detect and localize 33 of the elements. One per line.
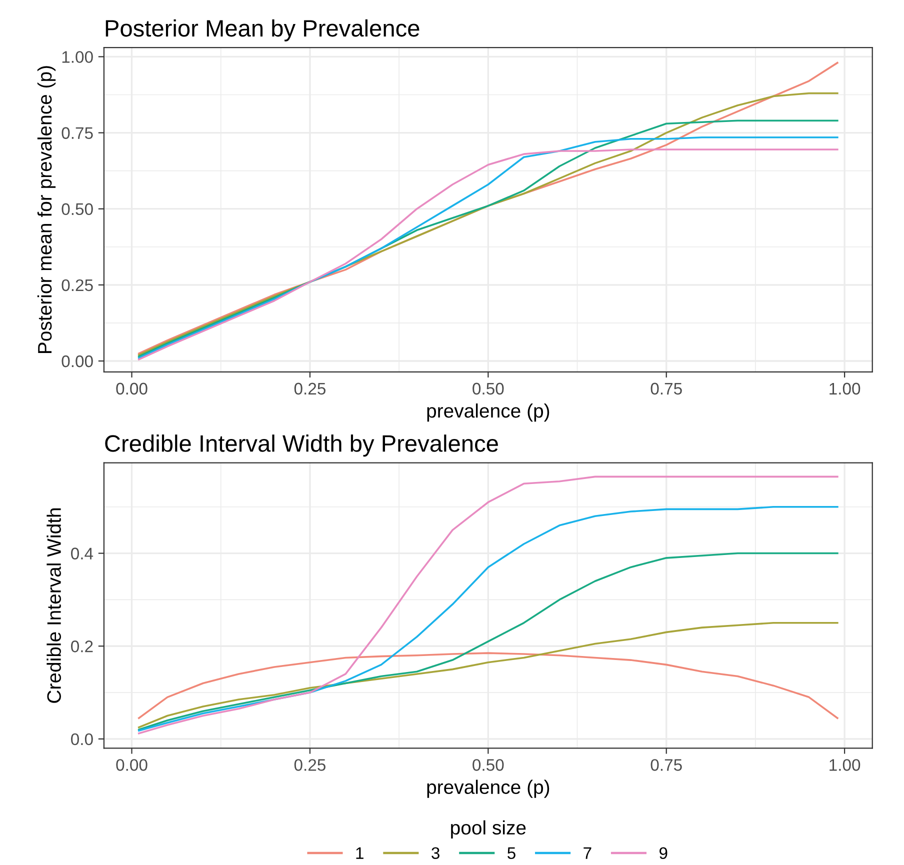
line-series	[138, 622, 838, 728]
x-axis-title: prevalence (p)	[427, 780, 550, 798]
legend-label: 9	[660, 847, 668, 860]
line-series	[138, 652, 838, 719]
y-tick-label: 0.2	[71, 640, 93, 652]
chart-title: Credible Interval Width by Prevalence	[105, 434, 498, 457]
y-axis-title: Credible Interval Width	[46, 508, 61, 703]
x-tick-label: 0.25	[294, 382, 326, 395]
y-tick-label: 0.00	[62, 355, 93, 368]
y-tick-label: 0.75	[62, 127, 93, 139]
y-axis-title: Posterior mean for prevalence (p)	[37, 66, 56, 353]
y-tick-label: 0.0	[71, 733, 93, 746]
x-axis-title: prevalence (p)	[427, 403, 550, 422]
legend-label: 5	[508, 847, 516, 860]
legend-label: 1	[356, 847, 364, 859]
line-series	[138, 552, 838, 731]
x-tick-label: 0.25	[294, 759, 326, 771]
x-tick-label: 0.50	[472, 382, 504, 395]
x-tick-label: 1.00	[830, 759, 860, 771]
chart-title: Posterior Mean by Prevalence	[106, 19, 420, 42]
legend-label: 3	[432, 847, 440, 860]
y-tick-label: 1.00	[62, 51, 93, 63]
x-tick-label: 0.75	[650, 382, 682, 395]
x-tick-label: 0.00	[116, 759, 148, 771]
x-tick-label: 0.00	[116, 382, 148, 395]
x-tick-label: 0.50	[472, 759, 504, 771]
x-tick-label: 1.00	[830, 382, 860, 395]
x-tick-label: 0.75	[650, 759, 682, 771]
y-tick-label: 0.50	[62, 203, 93, 216]
y-tick-label: 0.4	[71, 548, 94, 560]
legend-title: pool size	[451, 820, 526, 838]
y-tick-label: 0.25	[62, 279, 93, 292]
legend-label: 7	[584, 847, 592, 859]
